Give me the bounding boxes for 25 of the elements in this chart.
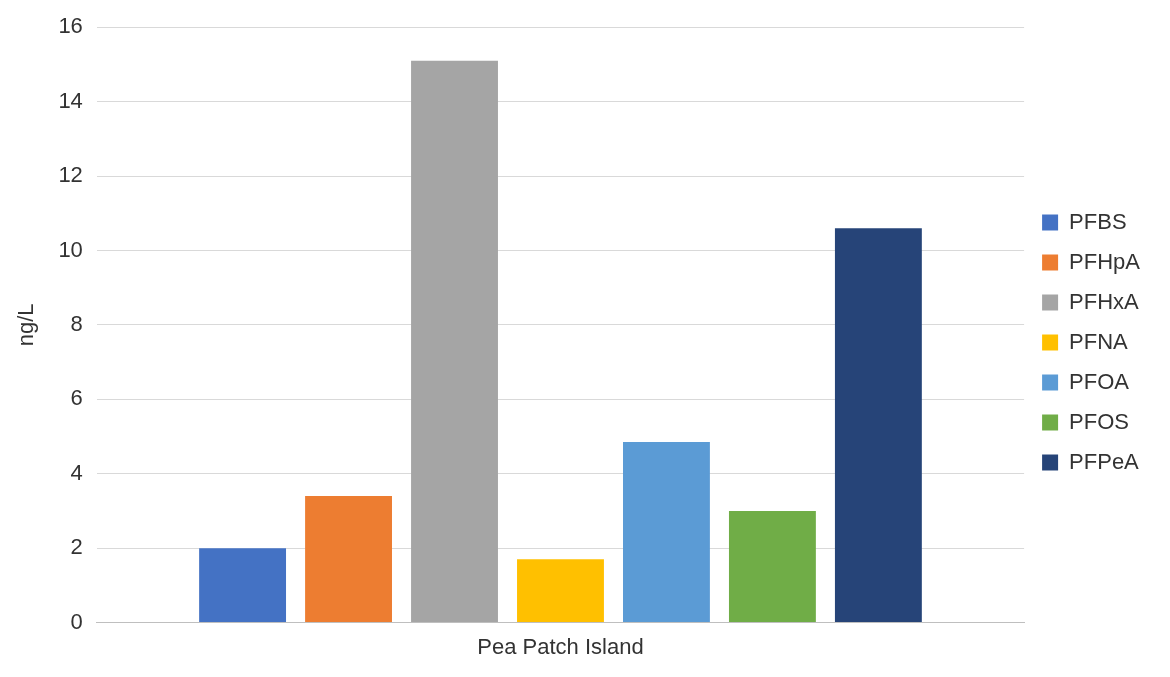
legend-label: PFHxA <box>1069 288 1140 314</box>
y-tick-label: 10 <box>58 236 83 262</box>
legend-label: PFOS <box>1069 408 1129 434</box>
bar <box>411 60 498 623</box>
x-tick-label: Pea Patch Island <box>477 633 644 659</box>
legend-label: PFHpA <box>1069 248 1141 274</box>
y-tick-label: 8 <box>70 310 83 336</box>
y-tick-label: 12 <box>58 162 83 188</box>
bar <box>728 510 816 623</box>
y-tick-label: 16 <box>58 13 83 39</box>
y-axis-title: ng/L <box>13 303 39 347</box>
y-tick-label: 0 <box>70 608 83 634</box>
y-tick-label: 2 <box>70 534 83 560</box>
bar <box>305 496 392 623</box>
bar <box>623 442 710 623</box>
legend-label: PFBS <box>1069 208 1127 234</box>
legend-label: PFPeA <box>1069 448 1140 474</box>
legend-label: PFNA <box>1069 328 1129 354</box>
y-tick-label: 4 <box>70 459 83 485</box>
bar <box>517 559 604 623</box>
y-tick-label: 6 <box>70 385 83 411</box>
bar <box>834 228 922 623</box>
y-tick-label: 14 <box>58 87 83 113</box>
bar <box>199 548 287 623</box>
legend-label: PFOA <box>1069 368 1130 394</box>
